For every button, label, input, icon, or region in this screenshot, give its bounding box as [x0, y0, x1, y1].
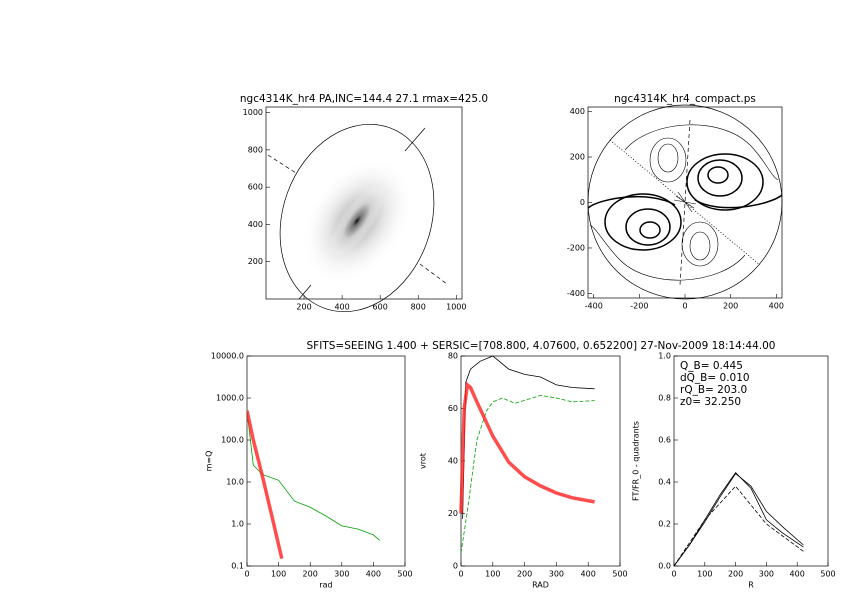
galaxy-image [267, 123, 448, 313]
x-tick-label: 200 [517, 570, 532, 579]
caption: SFITS=SEEING 1.400 + SERSIC=[708.800, 4.… [307, 340, 776, 352]
y-axis-label: m=Q [205, 451, 214, 472]
y-tick-label: 200 [248, 257, 263, 266]
y-tick-label: 0.0 [658, 562, 671, 571]
x-axis-label: rad [319, 581, 332, 590]
x-tick-label: -200 [630, 302, 648, 311]
x-tick-label: 300 [334, 570, 349, 579]
plot-frame [673, 355, 829, 567]
y-tick-label: 1000 [243, 108, 263, 117]
annotation: z0= 32.250 [680, 396, 741, 408]
series-line [673, 473, 804, 567]
y-tick-label: 0.4 [658, 478, 671, 487]
series-line [462, 355, 595, 519]
y-tick-label: 400 [248, 220, 263, 229]
y-tick-label: 1000.0 [216, 394, 244, 403]
annotation: rQ_B= 203.0 [680, 384, 747, 396]
y-axis-label: vrot [419, 453, 428, 469]
x-tick-label: 300 [759, 570, 774, 579]
x-tick-label: 500 [612, 570, 627, 579]
y-tick-label: 600 [248, 183, 263, 192]
x-tick-label: 0 [458, 570, 463, 579]
x-tick-label: 400 [790, 570, 805, 579]
series-line [247, 410, 284, 559]
y-tick-label: 100.0 [221, 436, 244, 445]
x-tick-label: 300 [549, 570, 564, 579]
y-tick-label: 1.0 [658, 352, 671, 361]
y-tick-label: 400 [570, 107, 585, 116]
y-tick-label: 20 [448, 509, 458, 518]
x-tick-label: 100 [271, 570, 286, 579]
x-tick-label: 400 [334, 303, 349, 312]
series-line [673, 485, 804, 567]
x-tick-label: 0 [244, 570, 249, 579]
y-tick-label: 40 [448, 457, 458, 466]
y-tick-label: 0.2 [658, 520, 671, 529]
y-tick-label: 0 [453, 562, 458, 571]
x-tick-label: 800 [411, 303, 426, 312]
x-tick-label: 200 [303, 570, 318, 579]
x-tick-label: 200 [728, 570, 743, 579]
plot-frame [265, 106, 463, 300]
x-tick-label: -400 [585, 302, 603, 311]
annotation: dQ_B= 0.010 [680, 372, 750, 384]
x-tick-label: 400 [769, 302, 784, 311]
plot-frame [246, 355, 406, 567]
x-tick-label: 0 [682, 302, 687, 311]
y-tick-label: 0.6 [658, 436, 671, 445]
x-axis-label: R [748, 581, 754, 590]
y-tick-label: 800 [248, 145, 263, 154]
chart-title: ngc4314K_hr4 PA,INC=144.4 27.1 rmax=425.… [240, 93, 488, 105]
x-tick-label: 400 [366, 570, 381, 579]
x-tick-label: 200 [723, 302, 738, 311]
x-axis-label: RAD [532, 581, 549, 590]
x-tick-label: 100 [697, 570, 712, 579]
y-tick-label: 1.0 [231, 520, 244, 529]
y-tick-label: -400 [567, 289, 585, 298]
x-tick-label: 400 [581, 570, 596, 579]
chart-title: ngc4314K_hr4_compact.ps [614, 93, 756, 105]
series-line [459, 381, 595, 514]
x-tick-label: 1000 [446, 303, 466, 312]
x-tick-label: 600 [373, 303, 388, 312]
series-line [460, 394, 595, 553]
y-tick-label: 80 [448, 352, 458, 361]
contour-map [587, 104, 783, 300]
x-tick-label: 500 [820, 570, 835, 579]
y-tick-label: 0.8 [658, 394, 671, 403]
y-tick-label: 60 [448, 404, 458, 413]
x-tick-label: 100 [485, 570, 500, 579]
y-axis-label: FT/FR_0 - quadrants [632, 421, 641, 501]
y-tick-label: 0 [580, 198, 585, 207]
y-tick-label: 0.1 [231, 562, 244, 571]
annotation: Q_B= 0.445 [680, 360, 743, 372]
y-tick-label: 10000.0 [211, 352, 244, 361]
y-tick-label: -200 [567, 243, 585, 252]
y-tick-label: 10.0 [226, 478, 244, 487]
x-tick-label: 200 [296, 303, 311, 312]
x-tick-label: 0 [671, 570, 676, 579]
x-tick-label: 500 [397, 570, 412, 579]
y-tick-label: 200 [570, 153, 585, 162]
